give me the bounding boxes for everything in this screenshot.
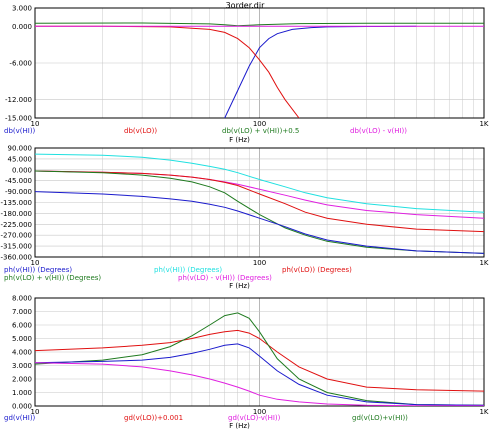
chart-panel-2: 90.000 45.000 0.000 -45.000 -90.000 -135.000 -… (1, 145, 489, 291)
y-tick-label: 45.000 (8, 155, 33, 163)
y-tick-label: 3.000 (12, 5, 32, 13)
series-line-blue (35, 191, 484, 254)
y-tick-label: -360.000 (1, 254, 32, 262)
legend-entry: gd(v(LO)+v(HI)) (352, 414, 408, 422)
legend-entry: ph(v(LO) + v(HI)) (Degrees) (4, 274, 101, 282)
y-tick-label: 5.000 (12, 335, 32, 343)
series-line-green (35, 170, 484, 254)
plot-frame (34, 7, 485, 119)
series-group (35, 153, 484, 254)
y-tick-label: -90.000 (5, 188, 32, 196)
x-tick-label: 100 (253, 259, 266, 267)
legend-entry: db(v(LO) - v(HI)) (350, 127, 407, 135)
series-group (35, 22, 484, 118)
y-tick-label: 8.000 (12, 295, 32, 303)
y-tick-label: 0.000 (12, 403, 32, 411)
y-tick-label: -15.000 (5, 115, 32, 123)
y-tick-label: 6.000 (12, 322, 32, 330)
series-line-cyan (35, 153, 484, 213)
plot-frame (34, 147, 485, 258)
y-tick-label: 2.000 (12, 376, 32, 384)
x-tick-label: 10 (31, 408, 40, 416)
legend-entry: ph(v(HI)) (Degrees) (4, 266, 72, 274)
y-tick-label: 1.000 (12, 389, 32, 397)
x-tick-label: 10 (31, 259, 40, 267)
x-tick-label: 100 (253, 408, 266, 416)
x-tick-label: 1K (479, 259, 488, 267)
legend-entry: gd(v(LO)-v(HI)) (228, 414, 281, 422)
x-tick-label: 100 (253, 120, 266, 128)
legend-entry: db(v(LO) + v(HI))+0.5 (222, 127, 299, 135)
x-axis-label: F (Hz) (229, 422, 250, 430)
series-line-magenta (35, 362, 484, 406)
y-tick-label: 0.000 (12, 23, 32, 31)
y-tick-label: -180.000 (1, 210, 32, 218)
series-line-blue (224, 25, 417, 118)
x-axis-label: F (Hz) (229, 136, 250, 144)
series-line-red (35, 329, 484, 392)
x-axis-label: F (Hz) (229, 282, 250, 290)
legend-entry: gd(v(HI)) (4, 414, 36, 422)
y-tick-label: -45.000 (5, 177, 32, 185)
y-tick-label: -270.000 (1, 232, 32, 240)
legend-entry: ph(v(LO) - v(HI)) (Degrees) (178, 274, 272, 282)
x-tick-label: 1K (479, 120, 488, 128)
y-tick-label: -315.000 (1, 243, 32, 251)
y-tick-label: 4.000 (12, 349, 32, 357)
window-title: 3order.dir (226, 1, 266, 10)
legend-entry: ph(v(LO)) (Degrees) (282, 266, 352, 274)
y-tick-label: 0.000 (12, 166, 32, 174)
series-line-green (35, 22, 484, 27)
y-tick-label: -135.000 (1, 199, 32, 207)
legend-entry: ph(v(HI)) (Degrees) (154, 266, 222, 274)
legend-entry: gd(v(LO))+0.001 (124, 414, 183, 422)
series-group (35, 312, 484, 406)
y-tick-label: -12.000 (5, 96, 32, 104)
y-tick-label: -225.000 (1, 221, 32, 229)
legend-entry: db(v(HI)) (4, 127, 36, 135)
x-tick-label: 10 (31, 120, 40, 128)
y-tick-label: 90.000 (8, 145, 33, 153)
plot-frame (34, 297, 485, 407)
y-tick-label: 3.000 (12, 362, 32, 370)
x-tick-label: 1K (479, 408, 488, 416)
chart-panel-3: 8.000 7.000 6.000 5.000 4.000 3.000 2.000 1.000… (4, 295, 489, 431)
y-tick-label: -6.000 (9, 60, 32, 68)
series-line-red (35, 170, 484, 233)
legend-entry: db(v(LO)) (124, 127, 157, 135)
series-line-blue (35, 343, 484, 406)
series-line-green (35, 312, 484, 406)
y-tick-label: 7.000 (12, 308, 32, 316)
